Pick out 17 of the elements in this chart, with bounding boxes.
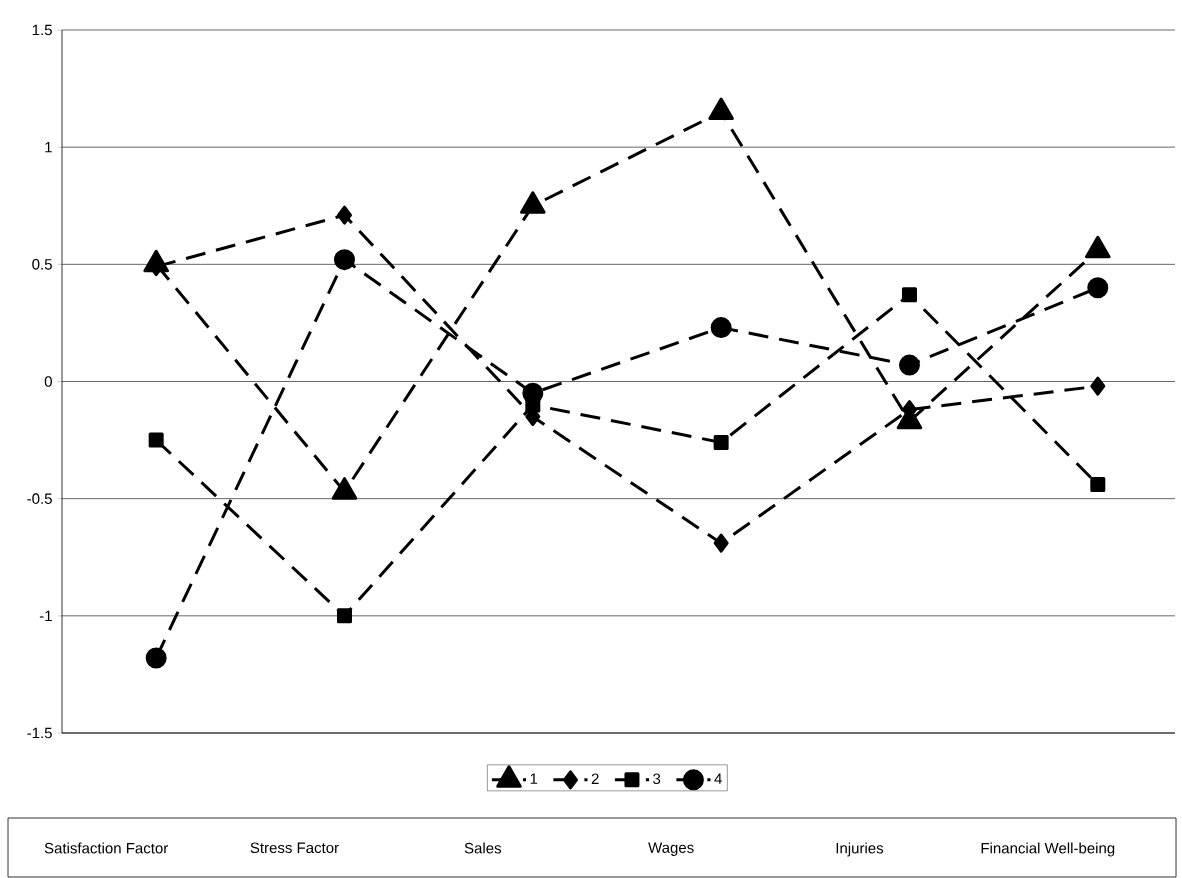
x-tick-label: Sales: [464, 842, 502, 854]
legend-label: 4: [714, 773, 722, 784]
legend-label: 1: [530, 773, 538, 784]
x-tick-label: Injuries: [836, 842, 884, 857]
x-tick-label: Stress Factor: [250, 842, 339, 854]
legend-label: 2: [591, 773, 599, 784]
y-tick-label: -1.5: [27, 727, 52, 739]
x-tick-label: Financial Well-being: [981, 842, 1115, 857]
y-tick-label: 1: [45, 142, 52, 153]
y-tick-label: 0.5: [32, 259, 52, 270]
y-tick-label: 0: [44, 376, 52, 387]
y-tick-label: 1.5: [32, 24, 52, 36]
x-tick-label: Satisfaction Factor: [44, 842, 168, 854]
y-tick-label: -0.5: [27, 493, 52, 504]
x-tick-label: Wages: [648, 842, 694, 856]
legend-label: 3: [653, 773, 661, 785]
y-tick-label: -1: [39, 610, 52, 621]
